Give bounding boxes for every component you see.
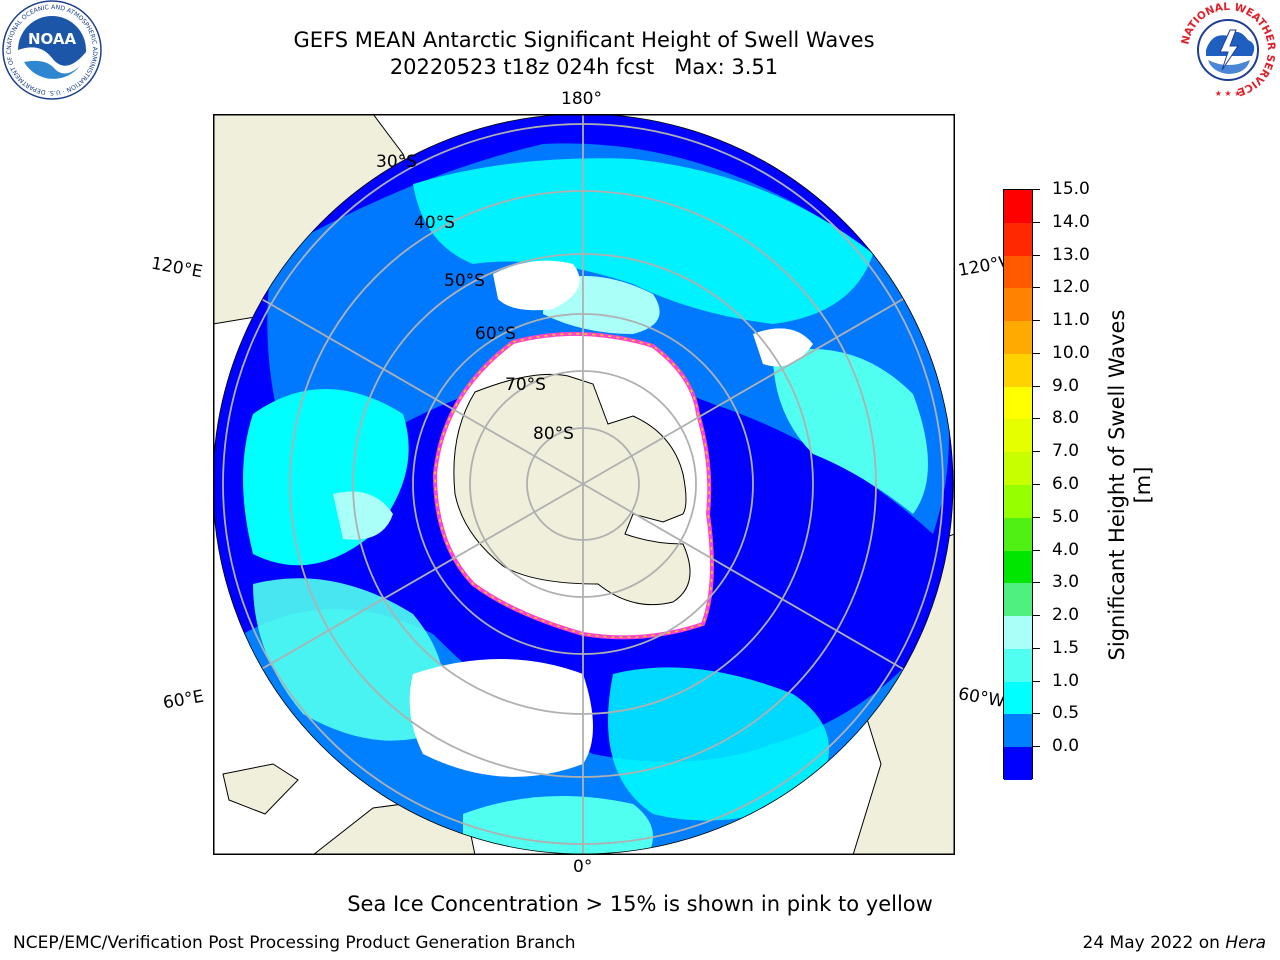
lat-label-50s: 50°S [444,271,485,291]
lat-label-30s: 30°S [376,152,417,172]
colorbar-tick [1033,221,1040,223]
colorbar-tick-label: 14.0 [1052,211,1090,232]
lon-label-60w: 60°W [956,684,1007,712]
colorbar-segment [1004,550,1032,584]
colorbar-tick [1033,418,1040,420]
colorbar-tick [1033,254,1040,256]
swell-light-b [333,491,393,540]
graticule [213,114,953,854]
nodata-patch-north [493,260,580,311]
colorbar-tick-label: 9.0 [1052,375,1080,396]
colorbar-tick-label: 10.0 [1052,342,1090,363]
colorbar-tick [1033,647,1040,649]
colorbar-tick [1033,484,1040,485]
colorbar-segment [1004,714,1032,748]
swell-cyan-f [463,796,653,854]
sea-ice-note: Sea Ice Concentration > 15% is shown in … [347,892,933,916]
polar-map [213,114,955,855]
colorbar-title: Significant Height of Swell Waves [m] [1105,309,1155,661]
swell-cyan-a [413,158,873,324]
colorbar-segment [1004,648,1032,683]
nws-logo: NATIONAL WEATHER SERVICE ★ ★ ★ [1179,1,1277,98]
lon-label-120e: 120°E [149,253,205,283]
lon-label-60e: 60°E [161,686,206,714]
colorbar-tick [1033,451,1040,453]
colorbar-tick-label: 0.0 [1052,736,1080,757]
lon-label-180: 180° [561,89,602,109]
colorbar-tick [1033,320,1040,322]
colorbar-segment [1004,386,1032,420]
colorbar-tick-label: 5.0 [1052,506,1080,527]
nodata-patch-south [409,659,593,777]
lat-label-70s: 70°S [505,375,546,395]
lat-label-60s: 60°S [475,324,516,344]
colorbar-tick [1033,713,1040,715]
colorbar-segment [1004,255,1032,289]
svg-text:★ ★ ★: ★ ★ ★ [1215,89,1242,98]
colorbar-tick-label: 7.0 [1052,441,1080,462]
colorbar-tick-label: 15.0 [1052,179,1090,199]
colorbar-tick [1033,615,1040,617]
colorbar-tick-label: 2.0 [1052,605,1080,626]
colorbar-segment [1004,419,1032,453]
colorbar-tick-label: 8.0 [1052,408,1080,429]
land-madagascar [222,763,299,815]
colorbar-tick-label: 1.0 [1052,670,1080,691]
colorbar-segment [1004,681,1032,715]
colorbar-tick-label: 0.5 [1052,703,1080,724]
footer-date: 24 May 2022 on Hera [1083,933,1267,953]
noaa-logo: NATIONAL OCEANIC AND ATMOSPHERIC ADMINIS… [0,0,102,100]
colorbar-tick [1033,385,1040,387]
colorbar-tick-label: 1.5 [1052,637,1080,658]
colorbar-segment [1004,321,1032,355]
svg-text:NOAA: NOAA [28,30,77,48]
colorbar-segment [1004,747,1032,781]
colorbar-segment [1004,583,1032,617]
colorbar [1003,189,1033,781]
colorbar-tick-label: 4.0 [1052,539,1080,560]
title-line-1: GEFS MEAN Antarctic Significant Height o… [293,28,875,52]
lon-label-0: 0° [573,857,593,877]
colorbar-tick [1033,516,1040,518]
title-line-2: 20220523 t18z 024h fcst Max: 3.51 [389,55,779,79]
colorbar-segment [1004,190,1032,224]
colorbar-segment [1004,485,1032,519]
colorbar-tick [1033,680,1040,682]
lat-label-80s: 80°S [533,424,574,444]
colorbar-tick [1033,189,1040,190]
lat-label-40s: 40°S [414,213,455,233]
colorbar-tick [1033,549,1040,551]
footer-credit: NCEP/EMC/Verification Post Processing Pr… [13,933,576,953]
colorbar-tick [1033,582,1040,584]
colorbar-segment [1004,288,1032,322]
footer-date-text: 24 May 2022 on [1082,933,1226,953]
colorbar-segment [1004,616,1032,650]
colorbar-tick-label: 12.0 [1052,277,1090,298]
colorbar-tick-label: 3.0 [1052,572,1080,593]
colorbar-tick-label: 11.0 [1052,310,1090,331]
colorbar-segment [1004,452,1032,486]
colorbar-tick [1033,352,1040,354]
colorbar-segment [1004,353,1032,388]
colorbar-segment [1004,517,1032,552]
colorbar-tick-label: 6.0 [1052,474,1080,494]
colorbar-segment [1004,222,1032,257]
colorbar-tick-label: 13.0 [1052,244,1090,265]
swell-cyan-b [773,349,928,514]
colorbar-tick [1033,746,1040,748]
colorbar-tick [1033,287,1040,289]
footer-machine: Hera [1225,933,1266,953]
nodata-patch-east [753,328,813,367]
